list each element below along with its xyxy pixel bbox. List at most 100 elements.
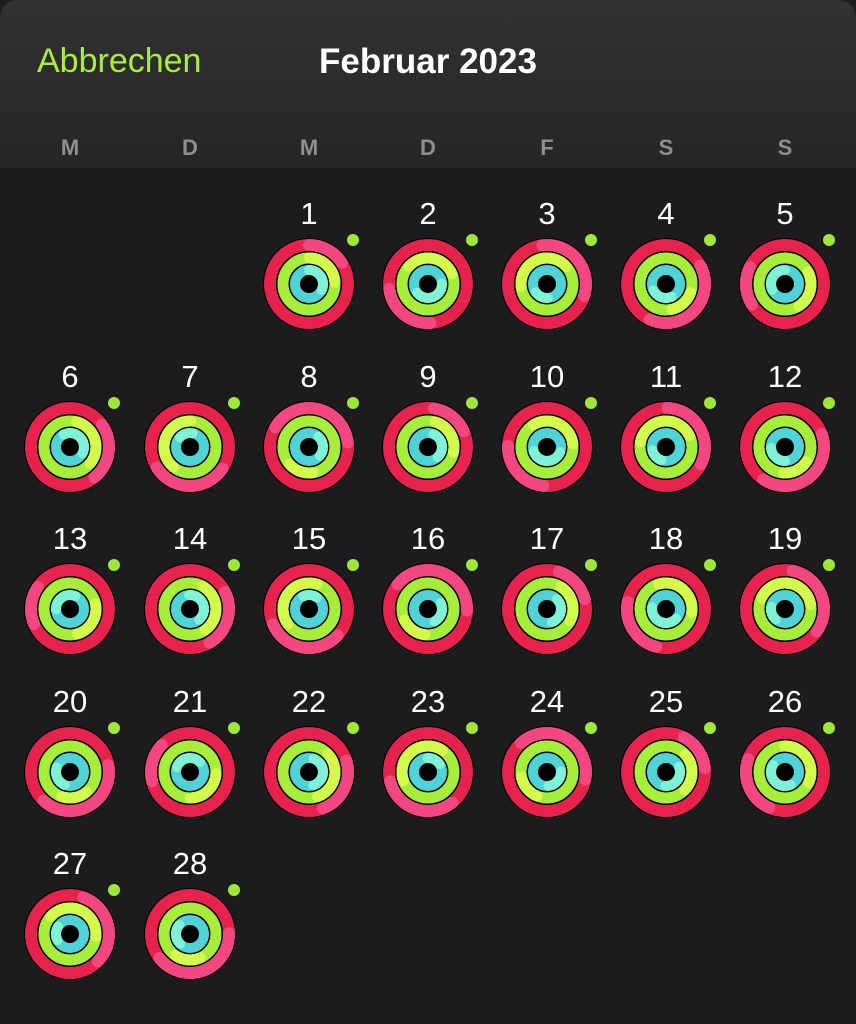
exercise-ring-overflow	[45, 902, 102, 942]
day-number: 8	[300, 358, 318, 394]
exercise-ring-overflow	[56, 786, 92, 803]
exercise-ring-overflow	[169, 950, 206, 966]
move-ring-overflow	[552, 565, 591, 606]
workout-dot	[823, 559, 835, 571]
move-ring-overflow	[428, 401, 470, 437]
day-number: 26	[767, 683, 803, 719]
exercise-ring-overflow	[679, 748, 698, 795]
calendar-header: Abbrechen Februar 2023 M D M D F S S	[0, 0, 856, 168]
stand-ring-overflow	[308, 753, 328, 790]
activity-rings	[24, 884, 120, 980]
move-ring-overflow	[643, 259, 711, 329]
exercise-ring-overflow	[779, 739, 817, 788]
activity-rings	[144, 721, 240, 818]
calendar-day[interactable]: 7	[135, 357, 245, 497]
move-ring-overflow	[514, 726, 592, 786]
stand-ring-overflow	[530, 287, 553, 303]
calendar-day[interactable]: 22	[254, 682, 364, 822]
workout-dot	[704, 234, 716, 246]
move-ring	[383, 401, 473, 492]
exercise-ring-overflow	[184, 767, 222, 803]
calendar-day[interactable]: 14	[135, 519, 245, 659]
rings-background	[382, 400, 474, 493]
workout-dot	[704, 559, 716, 571]
rings-background	[620, 238, 712, 330]
calendar-day[interactable]: 26	[730, 682, 840, 822]
move-ring-overflow	[502, 439, 550, 492]
calendar-day[interactable]: 3	[492, 194, 602, 334]
move-ring	[502, 564, 592, 654]
calendar-day[interactable]: 12	[730, 357, 840, 497]
stand-ring-overflow	[647, 602, 682, 628]
workout-dot	[228, 721, 240, 734]
calendar-day[interactable]: 19	[730, 519, 840, 659]
calendar-day[interactable]: 4	[611, 194, 721, 334]
activity-rings	[144, 559, 240, 655]
move-ring-overflow	[25, 580, 44, 631]
calendar-day[interactable]: 15	[254, 519, 364, 659]
day-number: 24	[529, 683, 565, 719]
weekday-label: F	[540, 135, 554, 160]
rings-background	[24, 563, 116, 655]
workout-dot	[823, 721, 835, 734]
calendar-day[interactable]: 11	[611, 357, 721, 497]
workout-dot	[466, 234, 478, 246]
day-number: 6	[61, 358, 79, 394]
weekday-label: M	[60, 135, 80, 160]
day-number: 4	[657, 196, 675, 231]
activity-rings	[739, 396, 835, 493]
rings-background	[24, 888, 116, 980]
calendar-day[interactable]: 23	[373, 682, 483, 822]
calendar-day[interactable]: 6	[15, 357, 125, 497]
weekday-label: S	[777, 135, 793, 160]
calendar-day[interactable]: 13	[15, 519, 125, 659]
rings-background	[739, 238, 831, 330]
workout-dot	[347, 396, 359, 409]
calendar-day[interactable]: 25	[611, 682, 721, 822]
workout-dot	[108, 884, 120, 896]
stand-ring-overflow	[51, 762, 70, 790]
exercise-ring-overflow	[653, 577, 698, 619]
day-number: 18	[648, 521, 684, 556]
day-number: 15	[291, 521, 327, 556]
stand-ring-overflow	[429, 598, 447, 627]
calendar-day[interactable]: 24	[492, 682, 602, 822]
calendar-day[interactable]: 27	[15, 844, 125, 984]
activity-rings	[382, 721, 478, 818]
calendar-day[interactable]: 2	[373, 194, 483, 334]
exercise-ring-overflow	[756, 577, 817, 610]
calendar-day[interactable]: 18	[611, 519, 721, 659]
calendar-day[interactable]: 1	[254, 194, 364, 334]
activity-rings	[739, 234, 835, 330]
exercise-ring-overflow	[284, 458, 319, 478]
calendar-day[interactable]: 28	[135, 844, 245, 984]
exercise-ring	[634, 252, 698, 316]
workout-dot	[108, 396, 120, 409]
workout-dot	[823, 396, 835, 409]
stand-ring-overflow	[174, 427, 198, 442]
workout-dot	[347, 234, 359, 246]
calendar-day[interactable]: 9	[373, 357, 483, 497]
calendar-day[interactable]: 5	[730, 194, 840, 334]
exercise-ring-overflow	[70, 415, 102, 469]
calendar-day[interactable]: 21	[135, 682, 245, 822]
calendar-day[interactable]: 20	[15, 682, 125, 822]
day-number: 3	[538, 196, 556, 231]
calendar-day[interactable]: 17	[492, 519, 602, 659]
rings-background	[24, 400, 116, 493]
rings-background	[501, 563, 593, 655]
activity-rings	[739, 721, 835, 818]
calendar-day[interactable]: 10	[492, 357, 602, 497]
move-ring-overflow	[677, 730, 711, 774]
activity-rings	[382, 234, 478, 330]
exercise-ring-overflow	[429, 415, 460, 458]
calendar-day[interactable]: 16	[373, 519, 483, 659]
workout-dot	[228, 396, 240, 409]
stand-ring-overflow	[298, 590, 322, 603]
rings-background	[620, 563, 712, 655]
rings-background	[144, 400, 236, 493]
stand-ring-overflow	[422, 752, 445, 769]
calendar-day[interactable]: 8	[254, 357, 364, 497]
rings-background	[263, 238, 355, 330]
cancel-button[interactable]: Abbrechen	[37, 42, 202, 80]
